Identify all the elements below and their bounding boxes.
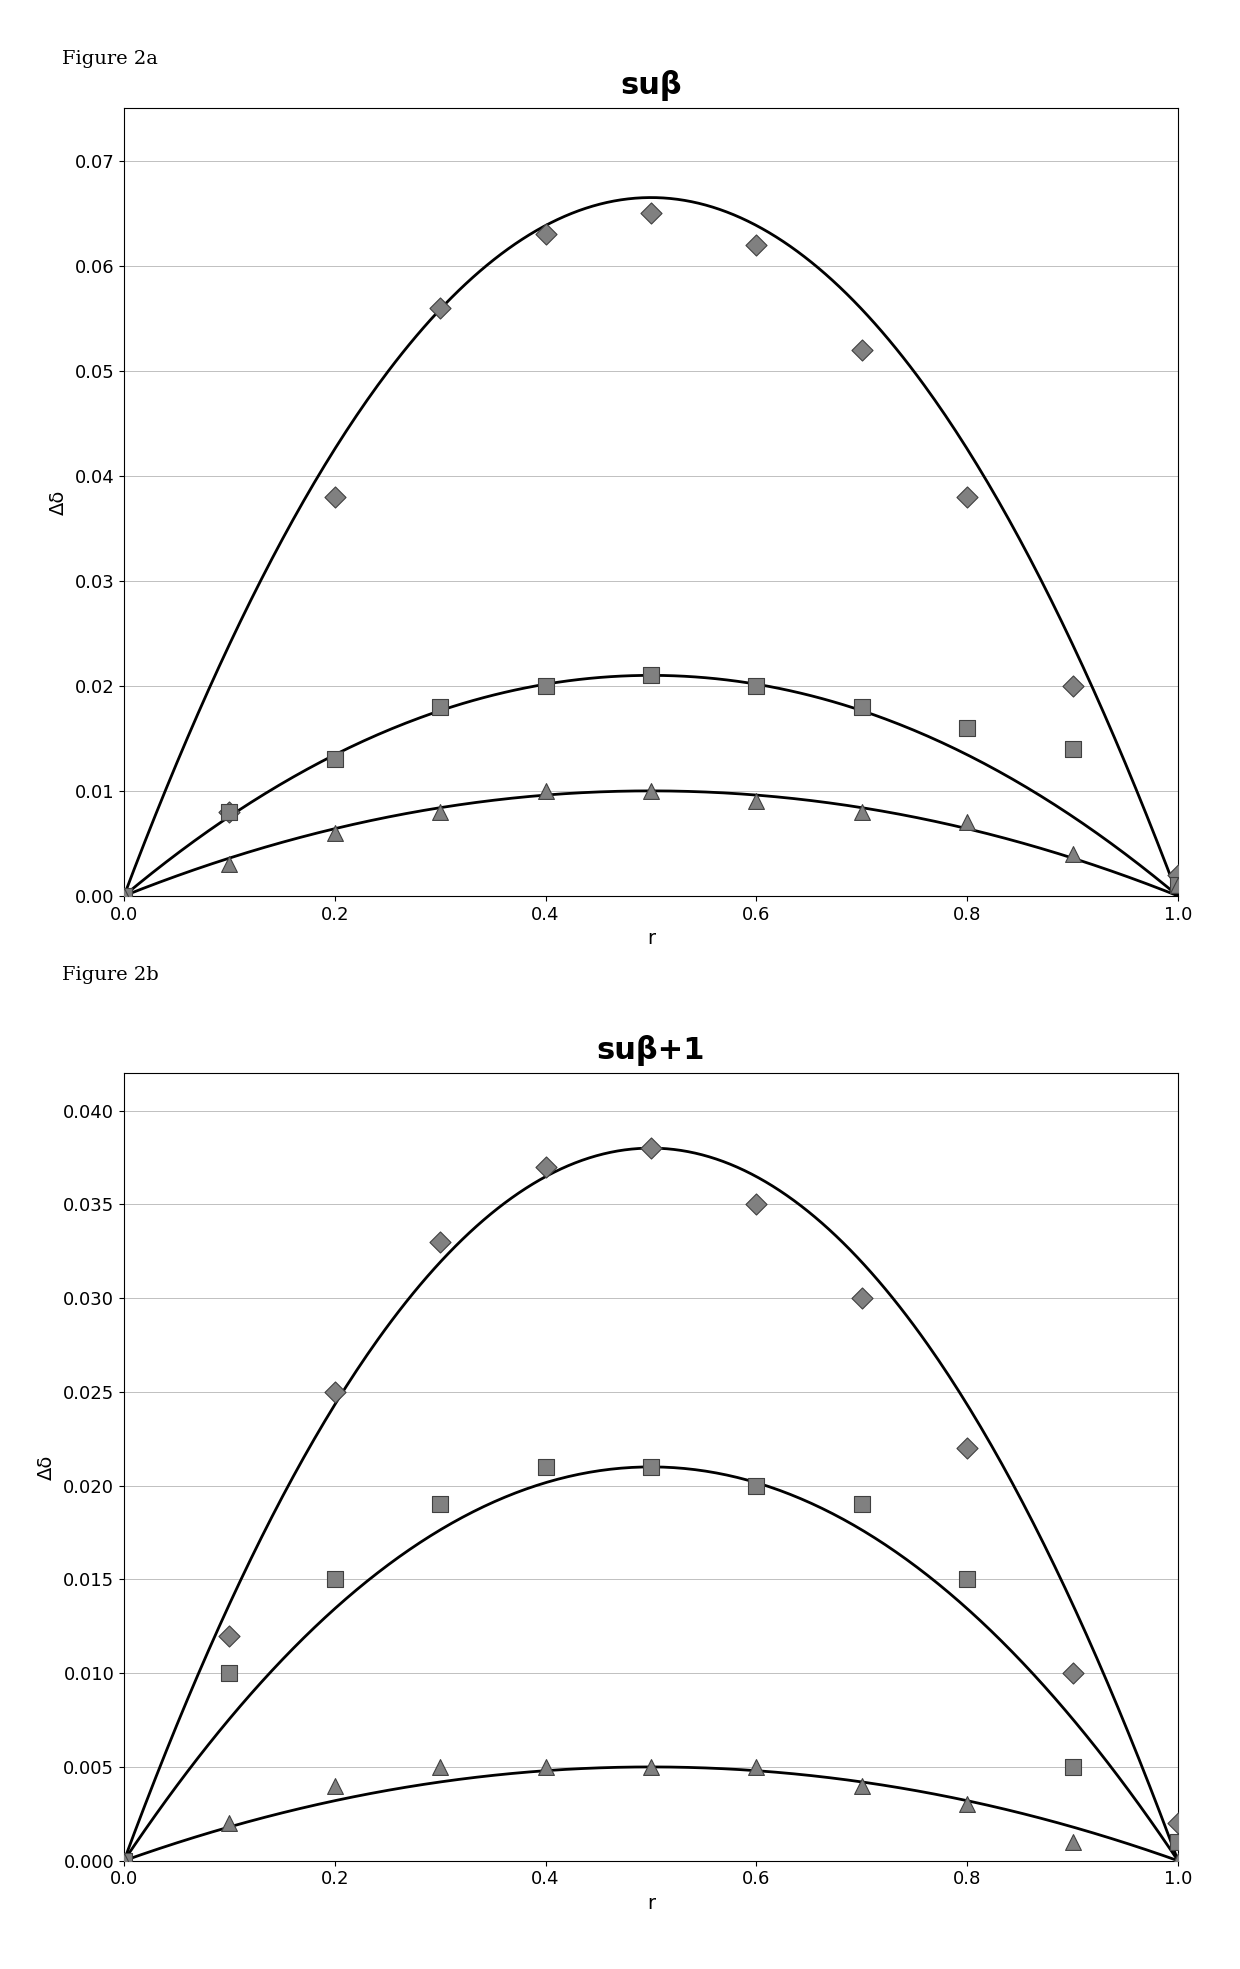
Point [219, 795, 239, 827]
Point [1168, 1808, 1188, 1839]
Point [852, 335, 872, 366]
Point [852, 691, 872, 723]
Y-axis label: Δδ: Δδ [37, 1455, 56, 1479]
Text: Figure 2b: Figure 2b [62, 965, 159, 984]
Point [641, 1750, 661, 1782]
Point [746, 786, 766, 817]
Point [852, 1770, 872, 1802]
Point [641, 776, 661, 807]
Point [957, 1788, 977, 1819]
Point [1168, 858, 1188, 890]
Point [1063, 1658, 1083, 1689]
Point [325, 817, 345, 849]
Point [219, 849, 239, 880]
Point [325, 1770, 345, 1802]
X-axis label: r: r [647, 1894, 655, 1914]
Point [641, 1132, 661, 1164]
Point [1063, 1825, 1083, 1857]
Point [325, 1563, 345, 1595]
Point [852, 795, 872, 827]
Point [536, 1152, 556, 1183]
Point [957, 713, 977, 744]
Point [746, 1189, 766, 1221]
Point [746, 1750, 766, 1782]
Point [536, 776, 556, 807]
Point [957, 807, 977, 839]
Point [430, 795, 450, 827]
Point [325, 1376, 345, 1408]
Point [114, 1845, 134, 1876]
Point [957, 1431, 977, 1463]
Point [114, 880, 134, 912]
Title: suβ: suβ [620, 71, 682, 102]
Point [1168, 870, 1188, 902]
Point [325, 744, 345, 776]
Point [957, 480, 977, 512]
Point [430, 1227, 450, 1258]
Point [641, 1451, 661, 1483]
Point [1063, 669, 1083, 701]
Point [536, 1451, 556, 1483]
Point [114, 1845, 134, 1876]
Point [325, 480, 345, 512]
Point [1168, 1825, 1188, 1857]
Point [536, 669, 556, 701]
Point [746, 1471, 766, 1502]
Point [219, 795, 239, 827]
Point [852, 1282, 872, 1313]
Point [1168, 1845, 1188, 1876]
Point [746, 669, 766, 701]
Point [746, 228, 766, 260]
Point [114, 880, 134, 912]
Point [430, 291, 450, 323]
Point [641, 660, 661, 691]
Title: suβ+1: suβ+1 [596, 1036, 706, 1067]
Y-axis label: Δδ: Δδ [48, 490, 68, 514]
Point [536, 219, 556, 250]
Point [219, 1620, 239, 1652]
Text: Figure 2a: Figure 2a [62, 49, 157, 69]
Point [1168, 870, 1188, 902]
Point [219, 1808, 239, 1839]
Point [430, 1489, 450, 1520]
Point [641, 197, 661, 228]
Point [536, 1750, 556, 1782]
Point [957, 1563, 977, 1595]
Point [219, 1658, 239, 1689]
Point [1063, 839, 1083, 870]
Point [430, 1750, 450, 1782]
Point [430, 691, 450, 723]
Point [852, 1489, 872, 1520]
Point [1063, 1750, 1083, 1782]
X-axis label: r: r [647, 929, 655, 949]
Point [1063, 732, 1083, 764]
